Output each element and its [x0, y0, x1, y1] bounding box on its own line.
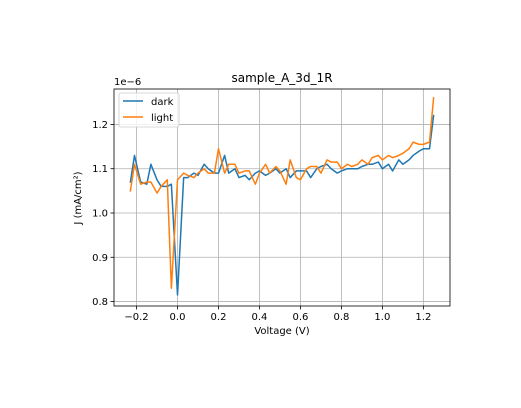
legend-label-dark: dark — [151, 97, 174, 108]
x-tick-label: 0.2 — [211, 312, 227, 323]
x-tick-label: −0.2 — [124, 312, 148, 323]
x-tick-label: 1.0 — [374, 312, 390, 323]
series-layer — [129, 97, 435, 296]
grid — [114, 89, 450, 306]
y-tick-label: 0.9 — [92, 253, 108, 264]
y-tick-label: 1.1 — [92, 164, 108, 175]
y-tick-label: 1.0 — [92, 209, 108, 220]
x-axis-label: Voltage (V) — [254, 326, 309, 337]
x-tick-label: 1.2 — [415, 312, 431, 323]
chart-title: sample_A_3d_1R — [231, 71, 332, 85]
series-line-light — [129, 97, 435, 290]
y-axis: 0.8 0.9 1.0 1.1 1.2 — [92, 120, 114, 308]
plot-frame — [113, 88, 451, 307]
y-tick-label: 1.2 — [92, 120, 108, 131]
y-axis-label: J (mA/cm²) — [73, 171, 84, 225]
y-tick-label: 0.8 — [92, 297, 108, 308]
x-axis: −0.2 0.0 0.2 0.4 0.6 0.8 1.0 1.2 — [124, 306, 431, 323]
series-line-dark — [129, 114, 435, 296]
legend-label-light: light — [151, 113, 173, 124]
x-tick-label: 0.6 — [292, 312, 308, 323]
x-tick-label: 0.8 — [333, 312, 349, 323]
x-tick-label: 0.4 — [252, 312, 268, 323]
x-tick-label: 0.0 — [170, 312, 186, 323]
y-offset-label: 1e−6 — [114, 77, 141, 88]
legend: dark light — [118, 92, 180, 128]
